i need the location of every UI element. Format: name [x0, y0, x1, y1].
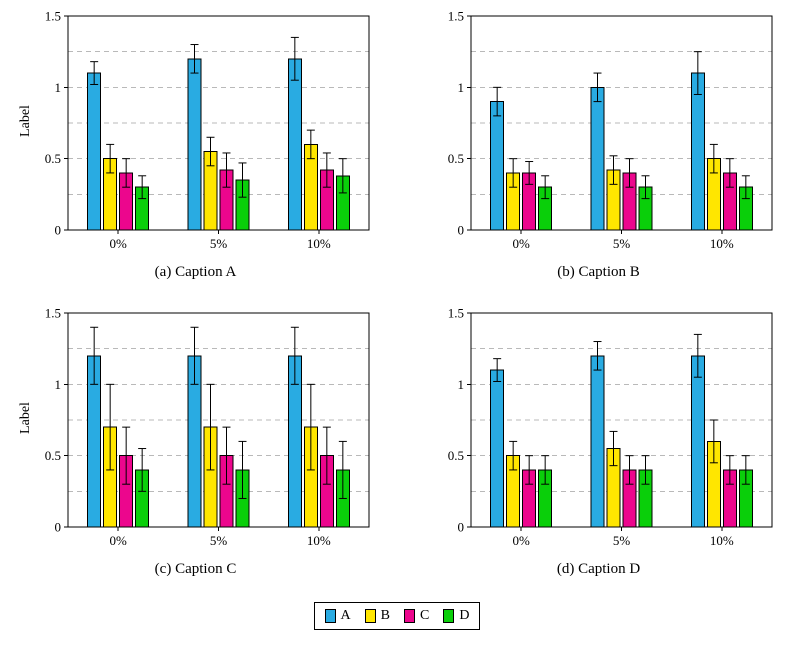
legend-item-c: C — [404, 608, 429, 624]
series-D — [538, 455, 753, 528]
bar-chart-b: 0 0.5 1 1.5 0% 5% 10% — [448, 9, 773, 252]
axis-ticks: 0 0.5 1 1.5 0% 5% 10% — [45, 306, 331, 549]
series-B — [506, 143, 721, 231]
y-axis-label-column — [420, 305, 437, 553]
y-tick-label: 1.5 — [45, 9, 61, 24]
series-D — [538, 175, 753, 231]
series-C — [119, 426, 334, 528]
x-tick-label: 5% — [210, 533, 228, 548]
series-D — [135, 158, 350, 231]
bar-A-10% — [690, 355, 705, 528]
x-tick-label: 5% — [613, 533, 631, 548]
chart-wrap-a: Label 0 0.5 1 1.5 0% 5% 10% — [17, 8, 374, 256]
bar-A-0% — [490, 101, 505, 231]
y-tick-label: 1 — [55, 377, 62, 392]
subplot-caption-a: (a) Caption A — [154, 264, 237, 280]
x-tick-label: 10% — [307, 533, 331, 548]
bar-A-5% — [590, 355, 605, 528]
x-tick-label: 10% — [710, 236, 734, 251]
y-tick-label: 0.5 — [448, 151, 464, 166]
axis-ticks: 0 0.5 1 1.5 0% 5% 10% — [448, 9, 734, 252]
y-tick-label: 0 — [55, 223, 62, 238]
legend-swatch-a — [324, 609, 336, 623]
figure-row-top: Label 0 0.5 1 1.5 0% 5% 10% (a) Caption A 0 0.5… — [0, 8, 794, 281]
y-axis-label-column — [420, 8, 437, 256]
legend-swatch-d — [443, 609, 455, 623]
x-tick-label: 0% — [512, 533, 530, 548]
figure-row-bottom: Label 0 0.5 1 1.5 0% 5% 10% (c) Caption C 0 0.5… — [0, 305, 794, 578]
y-tick-label: 1 — [458, 377, 465, 392]
y-tick-label: 1.5 — [448, 306, 464, 321]
subplot-a: Label 0 0.5 1 1.5 0% 5% 10% (a) Caption A — [17, 8, 374, 281]
y-tick-label: 0.5 — [448, 448, 464, 463]
legend-label-a: A — [340, 608, 351, 623]
series-B — [103, 383, 318, 528]
x-tick-label: 5% — [210, 236, 228, 251]
y-tick-label: 0.5 — [45, 151, 61, 166]
legend-item-a: A — [324, 608, 351, 624]
subplot-c: Label 0 0.5 1 1.5 0% 5% 10% (c) Caption C — [17, 305, 374, 578]
series-C — [522, 455, 737, 528]
axis-ticks: 0 0.5 1 1.5 0% 5% 10% — [45, 9, 331, 252]
subplot-d: 0 0.5 1 1.5 0% 5% 10% (d) Caption D — [420, 305, 777, 578]
subplot-caption-d: (d) Caption D — [556, 561, 641, 577]
x-tick-label: 10% — [710, 533, 734, 548]
y-tick-label: 1 — [55, 80, 62, 95]
legend-label-d: D — [459, 608, 470, 623]
y-tick-label: 1 — [458, 80, 465, 95]
chart-wrap-c: Label 0 0.5 1 1.5 0% 5% 10% — [17, 305, 374, 553]
x-tick-label: 0% — [512, 236, 530, 251]
y-tick-label: 0 — [458, 520, 465, 535]
bar-chart-a: 0 0.5 1 1.5 0% 5% 10% — [45, 9, 370, 252]
axis-ticks: 0 0.5 1 1.5 0% 5% 10% — [448, 306, 734, 549]
legend-row: A B C D — [0, 602, 794, 630]
y-tick-label: 0 — [458, 223, 465, 238]
y-axis-label-column: Label — [17, 305, 34, 553]
legend-swatch-c — [404, 609, 415, 623]
bar-A-10% — [690, 72, 705, 231]
series-D — [135, 440, 350, 528]
y-tick-label: 1.5 — [448, 9, 464, 24]
legend-label-c: C — [420, 608, 430, 623]
subplot-b: 0 0.5 1 1.5 0% 5% 10% (b) Caption B — [420, 8, 777, 281]
x-tick-label: 0% — [109, 236, 127, 251]
legend: A B C D — [313, 602, 481, 630]
legend-item-b: B — [364, 608, 390, 624]
subplot-caption-c: (c) Caption C — [154, 561, 237, 577]
y-tick-label: 1.5 — [45, 306, 61, 321]
y-tick-label: 0.5 — [45, 448, 61, 463]
chart-wrap-d: 0 0.5 1 1.5 0% 5% 10% — [420, 305, 777, 553]
x-tick-label: 0% — [109, 533, 127, 548]
y-axis-label: Label — [17, 105, 33, 137]
bar-chart-c: 0 0.5 1 1.5 0% 5% 10% — [45, 306, 370, 549]
bar-A-10% — [287, 58, 302, 231]
bar-A-5% — [187, 58, 202, 231]
series-A — [87, 36, 302, 231]
bar-A-0% — [87, 72, 102, 231]
chart-wrap-b: 0 0.5 1 1.5 0% 5% 10% — [420, 8, 777, 256]
series-A — [490, 51, 705, 231]
y-axis-label-column: Label — [17, 8, 34, 256]
subplot-caption-b: (b) Caption B — [557, 264, 640, 280]
y-axis-label: Label — [17, 402, 33, 434]
x-tick-label: 10% — [307, 236, 331, 251]
series-B — [103, 129, 318, 231]
series-A — [490, 333, 705, 528]
bar-chart-d: 0 0.5 1 1.5 0% 5% 10% — [448, 306, 773, 549]
x-tick-label: 5% — [613, 236, 631, 251]
y-tick-label: 0 — [55, 520, 62, 535]
series-C — [522, 158, 737, 231]
legend-item-d: D — [443, 608, 469, 624]
bar-A-5% — [590, 86, 605, 231]
legend-swatch-b — [364, 609, 376, 623]
bar-A-0% — [490, 369, 505, 528]
legend-label-b: B — [380, 608, 390, 623]
